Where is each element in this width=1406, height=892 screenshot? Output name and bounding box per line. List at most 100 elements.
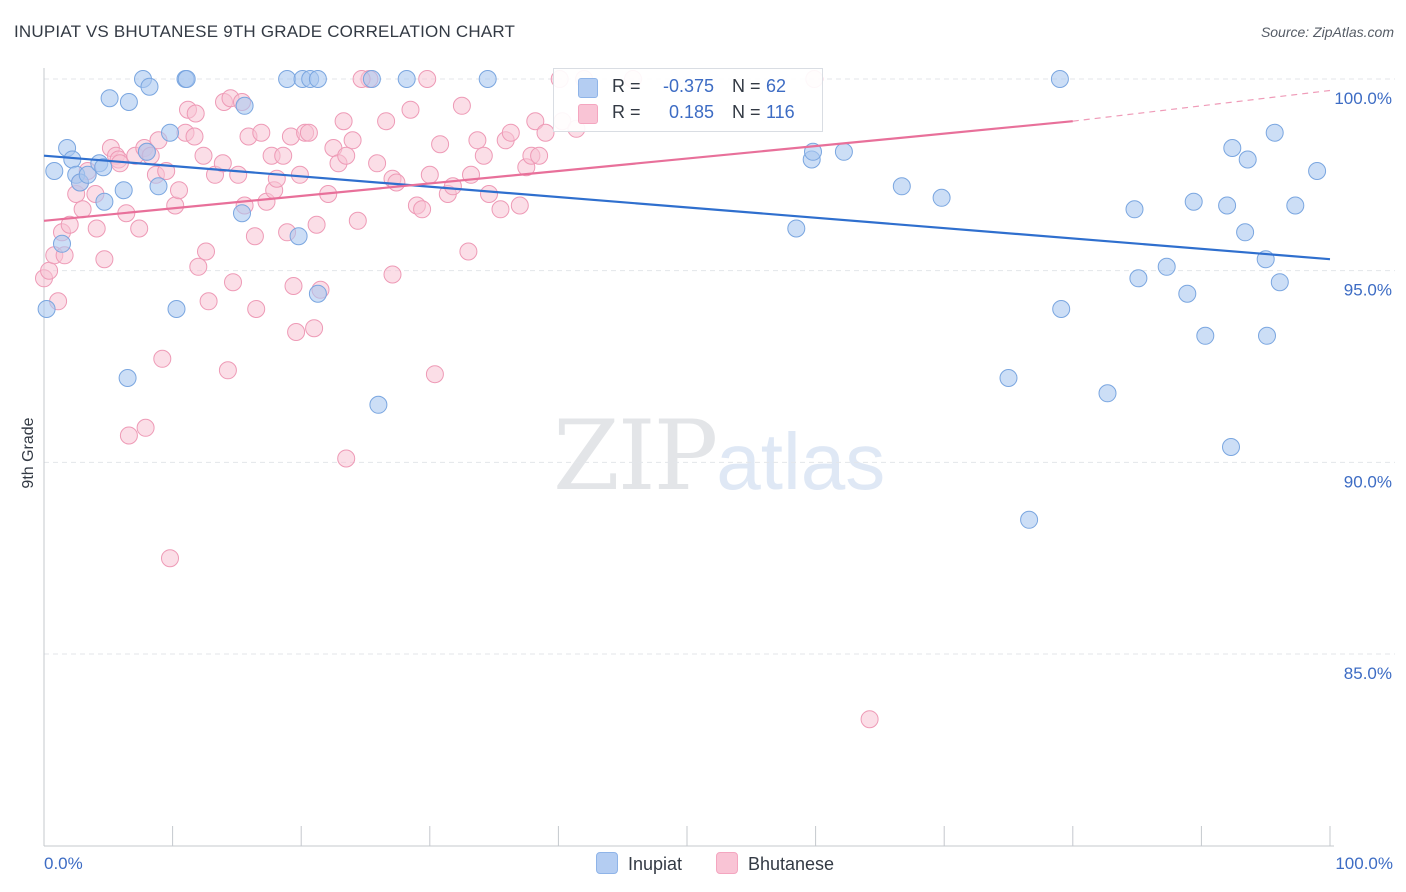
data-point-bhutanese: [161, 549, 179, 568]
data-point-bhutanese: [267, 169, 286, 188]
data-point-inupiat: [362, 70, 381, 88]
data-point-inupiat: [892, 177, 911, 196]
data-point-inupiat: [787, 219, 806, 238]
legend-item-inupiat: Inupiat: [596, 852, 682, 875]
data-point-bhutanese: [305, 319, 324, 338]
data-point-bhutanese: [247, 300, 266, 318]
axis-layer: [43, 68, 1334, 847]
data-point-inupiat: [161, 123, 179, 142]
data-point-bhutanese: [287, 323, 306, 341]
data-point-bhutanese: [186, 104, 205, 123]
data-point-bhutanese: [60, 215, 79, 234]
data-point-inupiat: [167, 300, 186, 318]
data-point-bhutanese: [401, 100, 420, 119]
trendline-bhutanese-extension: [1072, 89, 1331, 122]
data-point-inupiat: [53, 234, 71, 253]
data-point-inupiat: [1178, 284, 1197, 303]
data-point-bhutanese: [383, 265, 402, 284]
legend-swatch-bhutanese: [716, 852, 738, 874]
data-point-inupiat: [1270, 273, 1289, 292]
legend-r-value: 0.185: [668, 102, 714, 122]
data-point-inupiat: [1222, 438, 1240, 456]
data-point-bhutanese: [413, 200, 432, 219]
series-bhutanese: [35, 70, 879, 729]
data-point-bhutanese: [153, 349, 172, 368]
x-tick-label: 100.0%: [1335, 854, 1393, 873]
data-point-inupiat: [118, 369, 137, 387]
data-point-bhutanese: [274, 146, 293, 165]
trendline-inupiat: [43, 154, 1331, 261]
legend-n-value: 62: [766, 76, 787, 96]
data-point-inupiat: [397, 70, 416, 88]
x-tick-label: 0.0%: [44, 854, 83, 873]
data-point-inupiat: [289, 227, 308, 246]
data-point-bhutanese: [337, 449, 356, 468]
chart-title: INUPIAT VS BHUTANESE 9TH GRADE CORRELATI…: [14, 22, 516, 41]
data-point-bhutanese: [299, 123, 318, 142]
data-point-inupiat: [233, 204, 251, 223]
data-point-bhutanese: [860, 710, 879, 729]
data-point-bhutanese: [368, 154, 387, 173]
data-point-inupiat: [369, 395, 388, 414]
data-point-bhutanese: [229, 165, 248, 184]
data-point-inupiat: [149, 177, 168, 196]
legend-r-label: R =: [612, 76, 641, 96]
data-point-inupiat: [1196, 326, 1215, 345]
data-point-inupiat: [932, 188, 951, 207]
data-point-inupiat: [1052, 300, 1071, 318]
data-point-inupiat: [1129, 269, 1148, 288]
data-point-inupiat: [278, 70, 297, 88]
data-point-bhutanese: [224, 273, 242, 292]
data-point-bhutanese: [530, 146, 549, 165]
data-point-bhutanese: [425, 365, 444, 384]
legend-item-bhutanese: Bhutanese: [716, 852, 834, 875]
legend-n-value: 116: [766, 102, 795, 122]
y-tick-label: 100.0%: [1334, 89, 1392, 108]
legend-label-inupiat: Inupiat: [628, 854, 683, 874]
legend-swatch-inupiat: [596, 852, 618, 874]
data-point-inupiat: [1218, 196, 1237, 215]
series-inupiat: [37, 70, 1327, 529]
grid-layer: [44, 78, 1395, 655]
data-point-bhutanese: [536, 123, 555, 142]
data-point-inupiat: [834, 142, 853, 161]
data-point-inupiat: [1184, 192, 1203, 211]
data-point-inupiat: [114, 181, 133, 200]
legend-row-inupiat: R = -0.375 N = 62: [554, 74, 822, 100]
data-point-inupiat: [1236, 223, 1255, 242]
data-point-inupiat: [1308, 162, 1327, 180]
data-point-bhutanese: [377, 112, 396, 131]
data-point-bhutanese: [213, 154, 232, 173]
data-point-bhutanese: [189, 257, 208, 276]
data-point-inupiat: [37, 300, 56, 318]
data-point-bhutanese: [491, 200, 510, 219]
label-layer: 85.0% 90.0% 95.0% 100.0% 0.0% 100.0% 9th Grade: [20, 89, 1393, 873]
data-point-bhutanese: [420, 165, 439, 184]
watermark-atlas: atlas: [716, 417, 886, 506]
correlation-legend: R = -0.375 N = 62 R = 0.185 N = 116: [553, 68, 823, 132]
data-point-bhutanese: [199, 292, 218, 311]
data-point-bhutanese: [480, 185, 498, 203]
data-point-bhutanese: [474, 146, 493, 165]
data-point-inupiat: [177, 70, 196, 88]
legend-row-bhutanese: R = 0.185 N = 116: [554, 100, 822, 126]
data-point-inupiat: [78, 165, 97, 184]
data-point-bhutanese: [284, 277, 303, 295]
data-point-inupiat: [1223, 139, 1242, 157]
data-point-inupiat: [1020, 510, 1039, 529]
watermark-zip: ZIP: [553, 400, 718, 512]
data-point-inupiat: [140, 77, 159, 96]
data-point-bhutanese: [170, 181, 188, 200]
legend-n-label: N =: [732, 102, 761, 122]
data-point-bhutanese: [343, 131, 362, 150]
data-point-bhutanese: [431, 135, 450, 154]
data-point-inupiat: [1050, 70, 1069, 88]
data-point-inupiat: [478, 70, 497, 88]
data-point-bhutanese: [218, 361, 237, 380]
data-point-bhutanese: [337, 146, 356, 165]
data-point-inupiat: [94, 158, 113, 177]
data-point-inupiat: [999, 369, 1018, 387]
data-point-inupiat: [95, 192, 114, 211]
data-point-bhutanese: [307, 215, 326, 234]
